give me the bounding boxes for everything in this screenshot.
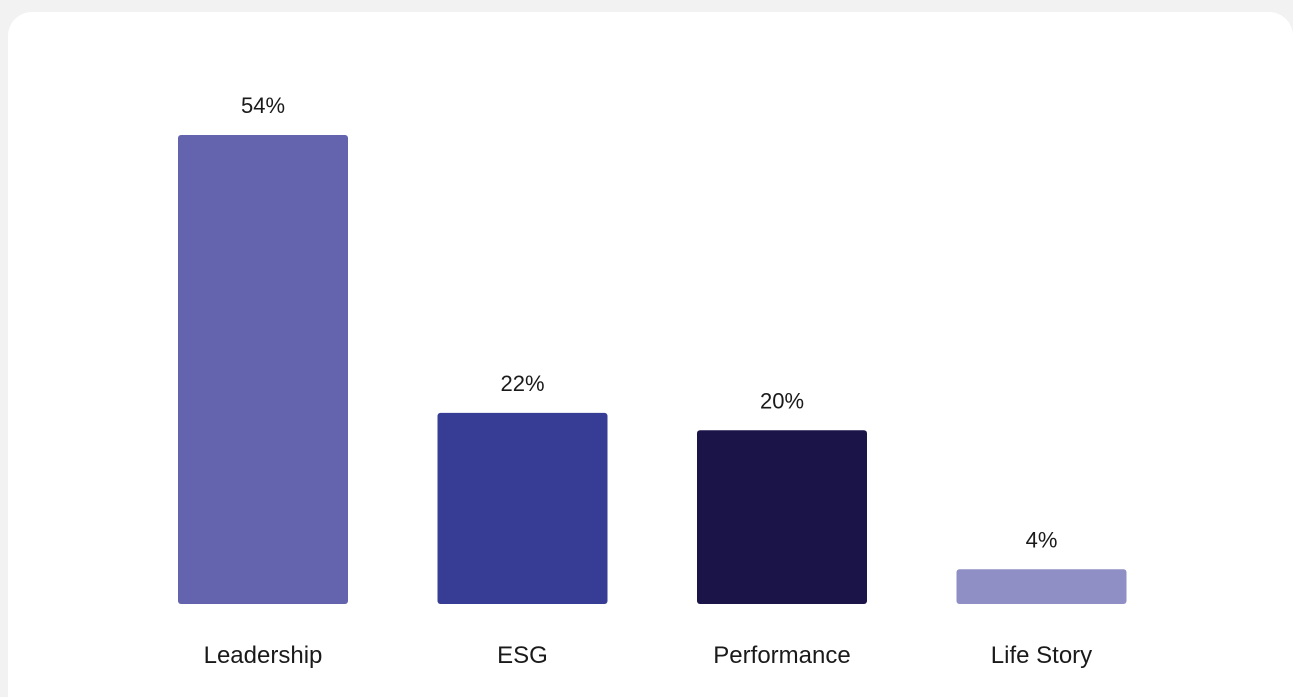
category-label-life-story: Life Story (991, 642, 1092, 669)
bar-performance (697, 430, 867, 604)
bars-group (178, 135, 1127, 604)
bar-leadership (178, 135, 348, 604)
value-labels-group: 54% 22% 20% 4% (241, 93, 1057, 552)
category-label-leadership: Leadership (204, 642, 323, 669)
category-label-esg: ESG (497, 642, 548, 669)
category-labels-group: Leadership ESG Performance Life Story (204, 642, 1093, 669)
value-label-esg: 22% (500, 371, 544, 396)
bar-life-story (956, 569, 1127, 604)
value-label-performance: 20% (760, 388, 804, 413)
value-label-leadership: 54% (241, 93, 285, 118)
value-label-life-story: 4% (1026, 527, 1058, 552)
category-label-performance: Performance (713, 642, 850, 669)
bar-esg (437, 412, 608, 604)
